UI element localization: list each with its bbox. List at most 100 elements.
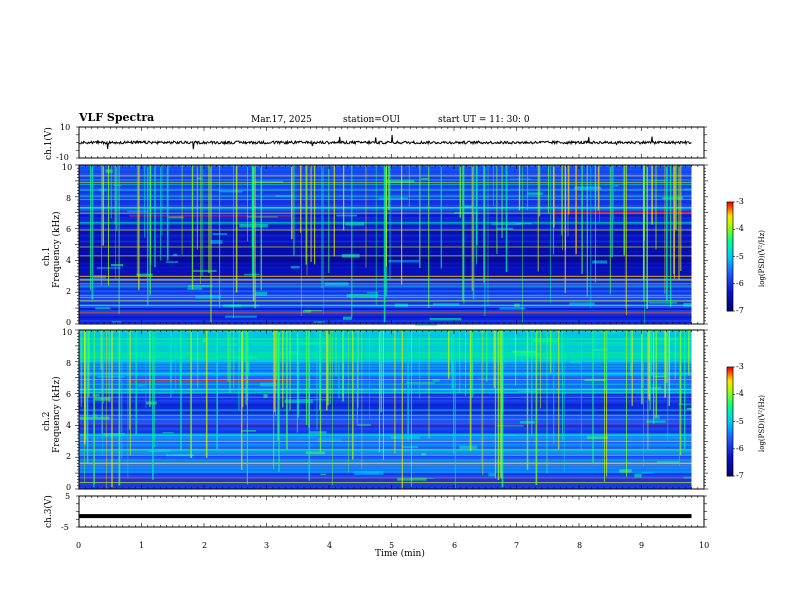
colorbar-segment — [727, 385, 733, 388]
colorbar-segment — [727, 301, 733, 305]
colorbar-segment — [727, 254, 733, 257]
colorbar-segment — [727, 205, 733, 208]
colorbar-segment — [727, 419, 733, 422]
colorbar-segment — [727, 241, 733, 245]
colorbar-segment — [727, 381, 733, 384]
spectral-patch — [136, 273, 153, 277]
colorbar-segment — [727, 234, 733, 237]
spectral-band — [79, 331, 692, 335]
spectral-patch — [192, 270, 217, 272]
colorbar-segment — [727, 450, 733, 453]
spectral-band — [79, 405, 692, 408]
ch2-spec-ylabel: Frequency (kHz) — [52, 376, 62, 453]
colorbar-segment — [727, 392, 733, 395]
spectral-patch — [634, 473, 642, 478]
colorbar-segment — [727, 401, 733, 404]
spectral-patch — [95, 307, 111, 310]
colorbar-segment — [727, 394, 733, 397]
colorbar-segment — [727, 367, 733, 370]
spectral-patch — [391, 435, 421, 440]
spectral-band — [79, 433, 692, 436]
colorbar-segment — [727, 463, 733, 466]
colorbar-segment — [727, 238, 733, 241]
spectral-patch — [662, 197, 683, 200]
ch2-colorbar — [726, 366, 735, 477]
spectral-band — [79, 425, 692, 428]
start-time-label: start UT = 11: 30: 0 — [438, 115, 530, 125]
colorbar-segment — [727, 430, 733, 433]
spectral-patch — [138, 384, 145, 388]
spectral-band — [79, 389, 692, 392]
colorbar-segment — [727, 454, 733, 457]
cbar1-tick-m4: -4 — [736, 224, 744, 233]
spectral-patch — [191, 357, 219, 360]
spectral-patch — [497, 227, 514, 230]
ch1-ftick-8: 8 — [66, 194, 72, 203]
xtick-10: 10 — [699, 541, 710, 550]
spectral-patch — [477, 377, 499, 379]
xtick-7: 7 — [514, 541, 520, 550]
colorbar-segment — [727, 410, 733, 413]
colorbar-segment — [727, 280, 733, 283]
colorbar-segment — [727, 417, 733, 421]
colorbar-segment — [727, 459, 733, 462]
ch1-spec-ylabel: Frequency (kHz) — [52, 211, 62, 288]
spectral-patch — [364, 471, 379, 475]
colorbar-segment — [727, 249, 733, 252]
spectral-patch — [686, 407, 692, 411]
spectral-patch — [650, 386, 661, 389]
colorbar-segment — [727, 251, 733, 254]
spectral-patch — [320, 473, 327, 475]
colorbar-segment — [727, 229, 733, 232]
colorbar-segment — [727, 446, 733, 450]
colorbar-segment — [727, 294, 733, 297]
spectral-band — [79, 415, 692, 418]
spectral-patch — [421, 453, 426, 456]
colorbar-segment — [727, 412, 733, 415]
spectral-patch — [111, 320, 122, 323]
colorbar-segment — [727, 368, 733, 372]
spectral-band — [79, 343, 692, 347]
colorbar-segment — [727, 441, 733, 444]
spectral-band — [79, 475, 692, 478]
colorbar-segment — [727, 260, 733, 263]
colorbar-segment — [727, 223, 733, 227]
ch1-ftick-4: 4 — [66, 256, 72, 265]
colorbar-segment — [727, 383, 733, 386]
spectral-band — [79, 369, 692, 373]
colorbar-segment — [727, 445, 733, 448]
spectral-patch — [198, 372, 212, 374]
spectral-patch — [378, 197, 408, 200]
colorbar-segment — [727, 243, 733, 246]
colorbar-segment — [727, 281, 733, 285]
spectral-patch — [92, 394, 100, 397]
spectral-patch — [277, 351, 300, 355]
spectral-patch — [464, 337, 475, 339]
colorbar-segment — [727, 396, 733, 399]
colorbar-segment — [727, 309, 733, 312]
spectral-patch — [584, 378, 606, 382]
spectral-patch — [263, 394, 268, 398]
colorbar-segment — [727, 370, 733, 373]
spectral-patch — [105, 169, 113, 173]
colorbar-segment — [727, 461, 733, 464]
spectral-patch — [614, 185, 619, 187]
x-axis-label: Time (min) — [375, 549, 425, 559]
colorbar-segment — [727, 434, 733, 437]
ch2-ftick-10: 10 — [62, 328, 73, 337]
colorbar-segment — [727, 416, 733, 419]
spectral-band — [79, 399, 692, 402]
spectral-band — [79, 363, 692, 367]
spectral-patch — [592, 349, 608, 351]
spectral-patch — [241, 430, 256, 432]
spectral-patch — [648, 302, 677, 304]
ch3-ytick-bottom: -5 — [61, 523, 69, 532]
spectral-patch — [526, 192, 543, 195]
spectral-patch — [464, 205, 472, 208]
spectral-patch — [656, 460, 680, 463]
spectral-band — [79, 359, 692, 363]
colorbar-segment — [727, 474, 733, 477]
spectral-patch — [492, 381, 503, 383]
colorbar-segment — [727, 452, 733, 455]
colorbar-segment — [727, 214, 733, 217]
